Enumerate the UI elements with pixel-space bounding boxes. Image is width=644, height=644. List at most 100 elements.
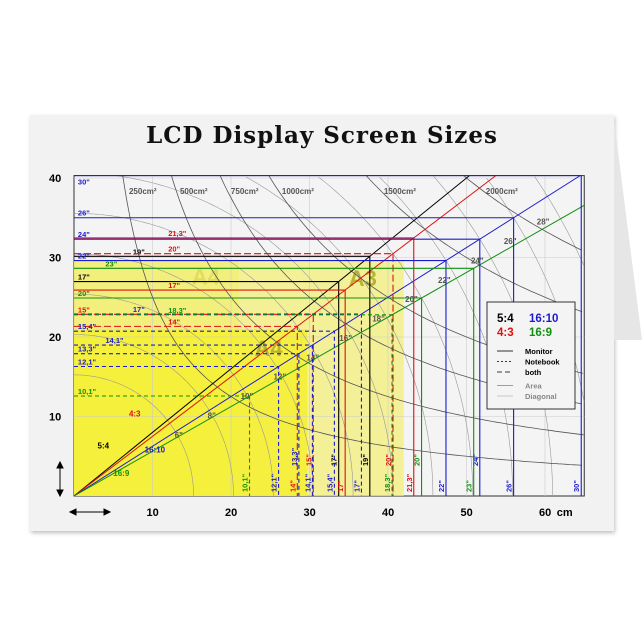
screen-label-vertical: 14,1" <box>303 473 312 492</box>
screen-outline <box>74 281 340 496</box>
legend-item-label: Monitor <box>525 347 553 356</box>
x-tick-label: 40 <box>382 507 394 519</box>
diagonal-label: 24" <box>471 256 484 265</box>
diagonal-arc <box>74 334 234 496</box>
diagonal-arc <box>115 175 394 496</box>
screen-label-vertical: 19" <box>361 454 370 466</box>
diagonal-label: 26" <box>504 237 517 246</box>
screen-label-horizontal: 23" <box>105 259 117 268</box>
vertical-arrow-icon <box>56 460 64 498</box>
ratio-line <box>73 204 585 497</box>
screen-label-vertical: 12,1" <box>270 473 279 492</box>
screen-label-horizontal: 17" <box>78 273 90 282</box>
screen-outline <box>74 255 371 496</box>
screen-outline <box>74 313 314 496</box>
screen-label-vertical: 17" <box>330 454 339 466</box>
screen-label-horizontal: 12,1" <box>78 358 97 367</box>
diagonal-arc <box>534 176 585 266</box>
diagonal-label: 22" <box>438 276 451 285</box>
diagonal-label: 10" <box>241 392 254 401</box>
diagonal-label: 20" <box>405 295 418 304</box>
area-curve <box>122 175 582 466</box>
y-tick-label: 10 <box>49 412 61 424</box>
diagonal-label: 28" <box>537 218 550 227</box>
screen-outline <box>74 289 346 496</box>
diagonal-arc <box>246 176 434 496</box>
screen-label-vertical: 15,4" <box>325 473 334 492</box>
diagonal-label: 18" <box>372 315 385 324</box>
screen-outline <box>74 238 481 496</box>
x-tick-label: 60 <box>539 507 551 519</box>
area-label: 500cm² <box>180 187 208 196</box>
ratio-label: 5:4 <box>98 441 110 450</box>
ratio-line <box>73 175 470 497</box>
legend-ratio-label: 16:10 <box>529 313 558 325</box>
ratio-label: 16:10 <box>145 445 166 454</box>
x-tick-label: 10 <box>147 507 159 519</box>
area-curve <box>463 175 582 251</box>
screen-outline <box>74 365 280 496</box>
x-tick-label: 30 <box>304 507 316 519</box>
diagonal-arc <box>379 177 513 497</box>
screen-outline <box>74 237 415 496</box>
screen-label-horizontal: 13,3" <box>78 345 97 354</box>
area-label: 1000cm² <box>282 187 314 196</box>
screen-label-horizontal: 26" <box>78 209 90 218</box>
screen-outline <box>74 253 394 496</box>
screen-label-vertical: 26" <box>505 480 514 492</box>
screen-label-horizontal: 20" <box>78 289 90 298</box>
screen-label-vertical: 14" <box>288 480 297 492</box>
screen-label-vertical: 23" <box>465 480 474 492</box>
x-tick-label: 20 <box>225 507 237 519</box>
screen-label-horizontal: 17" <box>168 281 180 290</box>
screen-label-horizontal: 21,3" <box>168 229 187 238</box>
screen-label-vertical: 17" <box>336 480 345 492</box>
area-label: 1500cm² <box>384 187 416 196</box>
screen-outline <box>74 314 393 496</box>
area-label: 750cm² <box>231 187 259 196</box>
legend-item-label: both <box>525 368 542 377</box>
area-label: 250cm² <box>129 187 157 196</box>
legend-item-label: Diagonal <box>525 392 557 401</box>
diagonal-arc <box>74 213 354 496</box>
screen-label-vertical: 15" <box>304 454 313 466</box>
y-tick-label: 20 <box>49 332 61 344</box>
legend-box <box>486 301 576 410</box>
screen-outline <box>74 330 335 496</box>
x-unit-label: cm <box>557 507 573 519</box>
screen-label-horizontal: 14" <box>168 317 180 326</box>
screen-label-horizontal: 15,4" <box>78 322 97 331</box>
screen-label-vertical: 10,1" <box>241 473 250 492</box>
screen-label-vertical: 17" <box>352 480 361 492</box>
legend-ratio-label: 4:3 <box>497 327 514 339</box>
screen-label-horizontal: 17" <box>133 305 145 314</box>
screen-label-vertical: 22" <box>437 480 446 492</box>
screen-outline <box>74 267 475 496</box>
screen-label-vertical: 18,3" <box>383 473 392 492</box>
screen-outline <box>74 344 313 496</box>
screen-outline <box>74 353 300 496</box>
y-tick-label: 40 <box>49 173 61 185</box>
plot-content: A4A3A46"8"10"12"14"16"18"20"22"24"26"28"… <box>73 175 585 497</box>
screen-label-horizontal: 15" <box>78 305 90 314</box>
diagonal-label: 6" <box>175 431 183 440</box>
screen-label-vertical: 20" <box>413 454 422 466</box>
screen-outline <box>74 325 298 496</box>
screen-outline <box>74 260 447 496</box>
screen-label-horizontal: 30" <box>78 178 90 187</box>
card-flap <box>614 120 642 340</box>
screen-label-vertical: 21,3" <box>405 473 414 492</box>
area-label: 2000cm² <box>486 187 518 196</box>
screen-label-vertical: 30" <box>572 480 581 492</box>
screen-label-horizontal: 24" <box>78 230 90 239</box>
diagonal-label: 16" <box>339 334 352 343</box>
screen-label-horizontal: 22" <box>78 252 90 261</box>
ratio-line <box>73 175 581 497</box>
legend-ratio-label: 16:9 <box>529 327 552 339</box>
area-curve <box>171 175 584 436</box>
ratio-label: 4:3 <box>129 410 141 419</box>
screen-label-horizontal: 20" <box>168 245 180 254</box>
screen-label-vertical: 20" <box>384 454 393 466</box>
legend-item-label: Area <box>525 382 543 391</box>
